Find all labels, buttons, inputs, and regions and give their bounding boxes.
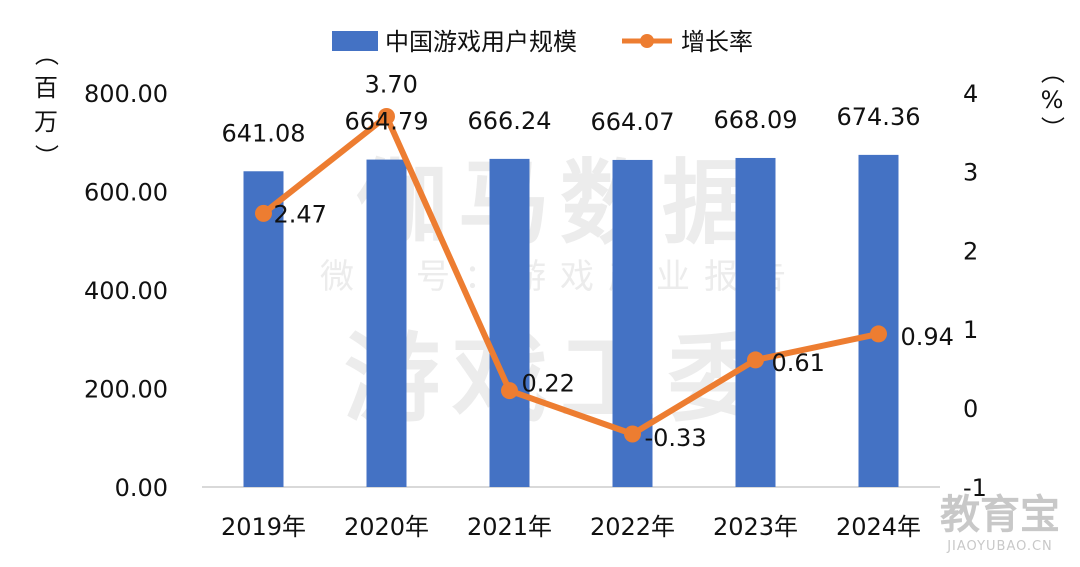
growth-marker bbox=[870, 325, 887, 343]
bar-value-label: 641.08 bbox=[222, 119, 306, 147]
right-tick-label: 1 bbox=[963, 316, 978, 344]
axis-title-char: （ bbox=[32, 42, 60, 66]
x-tick-label: 2022年 bbox=[590, 513, 675, 541]
line-series bbox=[255, 107, 887, 443]
bar-series bbox=[243, 154, 899, 488]
growth-value-label: 2.47 bbox=[274, 200, 327, 228]
growth-value-label: -0.33 bbox=[645, 424, 707, 452]
legend: 中国游戏用户规模 增长率 bbox=[332, 28, 753, 56]
axis-title-char: 万 bbox=[34, 108, 58, 136]
watermark-line3: 游戏工委 bbox=[344, 323, 776, 435]
growth-value-label: 0.22 bbox=[522, 370, 575, 398]
left-tick-label: 800.00 bbox=[84, 80, 168, 108]
right-tick-label: 2 bbox=[963, 237, 978, 265]
watermark: 伽马数据 微信号：游戏产业报告 游戏工委 bbox=[320, 150, 786, 435]
legend-bar-label: 中国游戏用户规模 bbox=[385, 28, 577, 56]
axis-title-char: % bbox=[1041, 86, 1064, 114]
right-tick-label: 3 bbox=[963, 159, 978, 187]
growth-value-label: 3.70 bbox=[365, 70, 418, 98]
right-tick-label: 0 bbox=[963, 395, 978, 423]
growth-marker bbox=[624, 425, 641, 443]
legend-line-marker bbox=[640, 34, 654, 48]
growth-line bbox=[261, 113, 880, 438]
watermark-line1: 伽马数据 bbox=[356, 150, 764, 257]
growth-marker bbox=[255, 204, 272, 222]
right-tick-label: -1 bbox=[963, 474, 987, 502]
bar-value-label: 666.24 bbox=[468, 107, 552, 135]
x-tick-label: 2019年 bbox=[221, 513, 306, 541]
bar-value-label: 664.79 bbox=[345, 108, 429, 136]
left-tick-label: 400.00 bbox=[84, 277, 168, 305]
bar-data-labels: 641.08 664.79 666.24 664.07 668.09 674.36 bbox=[222, 103, 921, 147]
x-tick-label: 2020年 bbox=[344, 513, 429, 541]
x-axis-labels: 2019年 2020年 2021年 2022年 2023年 2024年 bbox=[221, 513, 921, 541]
axis-title-char: 百 bbox=[34, 74, 58, 102]
right-axis-title: （%） bbox=[1038, 60, 1066, 140]
growth-marker bbox=[501, 382, 518, 400]
growth-value-label: 0.94 bbox=[901, 323, 954, 351]
bar-value-label: 668.09 bbox=[714, 106, 798, 134]
x-tick-label: 2024年 bbox=[836, 513, 921, 541]
legend-line-label: 增长率 bbox=[681, 28, 753, 56]
axis-title-char: （ bbox=[1038, 60, 1066, 84]
left-tick-label: 0.00 bbox=[115, 474, 168, 502]
x-tick-label: 2023年 bbox=[713, 513, 798, 541]
bar-value-label: 674.36 bbox=[837, 103, 921, 131]
left-tick-label: 600.00 bbox=[84, 179, 168, 207]
x-tick-label: 2021年 bbox=[467, 513, 552, 541]
right-axis-ticks: -1 0 1 2 3 4 bbox=[963, 80, 987, 502]
growth-marker bbox=[378, 107, 395, 125]
bar bbox=[243, 171, 284, 487]
line-data-labels: 2.47 3.70 0.22 -0.33 0.61 0.94 bbox=[274, 70, 954, 452]
bar bbox=[489, 158, 530, 487]
logo-sub: JIAOYUBAO.CN bbox=[946, 539, 1053, 554]
left-axis-title: （ 百万 ） bbox=[32, 42, 60, 168]
bar-value-label: 664.07 bbox=[591, 108, 675, 136]
axis-title-char: ） bbox=[32, 144, 60, 168]
growth-value-label: 0.61 bbox=[772, 349, 825, 377]
bar bbox=[858, 154, 899, 488]
growth-marker bbox=[747, 351, 764, 369]
legend-bar-swatch bbox=[332, 31, 378, 51]
bar bbox=[735, 157, 776, 487]
right-tick-label: 4 bbox=[963, 80, 978, 108]
bar bbox=[366, 159, 407, 487]
left-axis-ticks: 0.00 200.00 400.00 600.00 800.00 bbox=[84, 80, 168, 502]
left-tick-label: 200.00 bbox=[84, 376, 168, 404]
logo-main: 教育宝 bbox=[940, 492, 1060, 538]
logo: 教育宝 JIAOYUBAO.CN bbox=[940, 492, 1060, 554]
axis-title-char: ） bbox=[1038, 116, 1066, 140]
